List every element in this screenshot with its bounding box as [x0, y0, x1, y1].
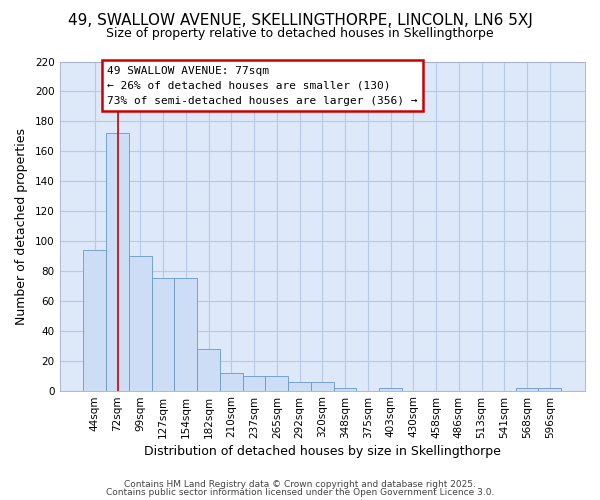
X-axis label: Distribution of detached houses by size in Skellingthorpe: Distribution of detached houses by size … — [144, 444, 501, 458]
Bar — [220, 372, 242, 390]
Bar — [288, 382, 311, 390]
Bar — [515, 388, 538, 390]
Text: 49 SWALLOW AVENUE: 77sqm
← 26% of detached houses are smaller (130)
73% of semi-: 49 SWALLOW AVENUE: 77sqm ← 26% of detach… — [107, 66, 418, 106]
Bar — [265, 376, 288, 390]
Bar — [311, 382, 334, 390]
Text: Contains HM Land Registry data © Crown copyright and database right 2025.: Contains HM Land Registry data © Crown c… — [124, 480, 476, 489]
Bar — [152, 278, 175, 390]
Text: 49, SWALLOW AVENUE, SKELLINGTHORPE, LINCOLN, LN6 5XJ: 49, SWALLOW AVENUE, SKELLINGTHORPE, LINC… — [68, 12, 532, 28]
Bar — [106, 134, 129, 390]
Bar — [538, 388, 561, 390]
Bar — [129, 256, 152, 390]
Bar — [379, 388, 402, 390]
Y-axis label: Number of detached properties: Number of detached properties — [15, 128, 28, 324]
Bar — [334, 388, 356, 390]
Text: Contains public sector information licensed under the Open Government Licence 3.: Contains public sector information licen… — [106, 488, 494, 497]
Bar — [83, 250, 106, 390]
Bar — [197, 348, 220, 391]
Text: Size of property relative to detached houses in Skellingthorpe: Size of property relative to detached ho… — [106, 28, 494, 40]
Bar — [242, 376, 265, 390]
Bar — [175, 278, 197, 390]
